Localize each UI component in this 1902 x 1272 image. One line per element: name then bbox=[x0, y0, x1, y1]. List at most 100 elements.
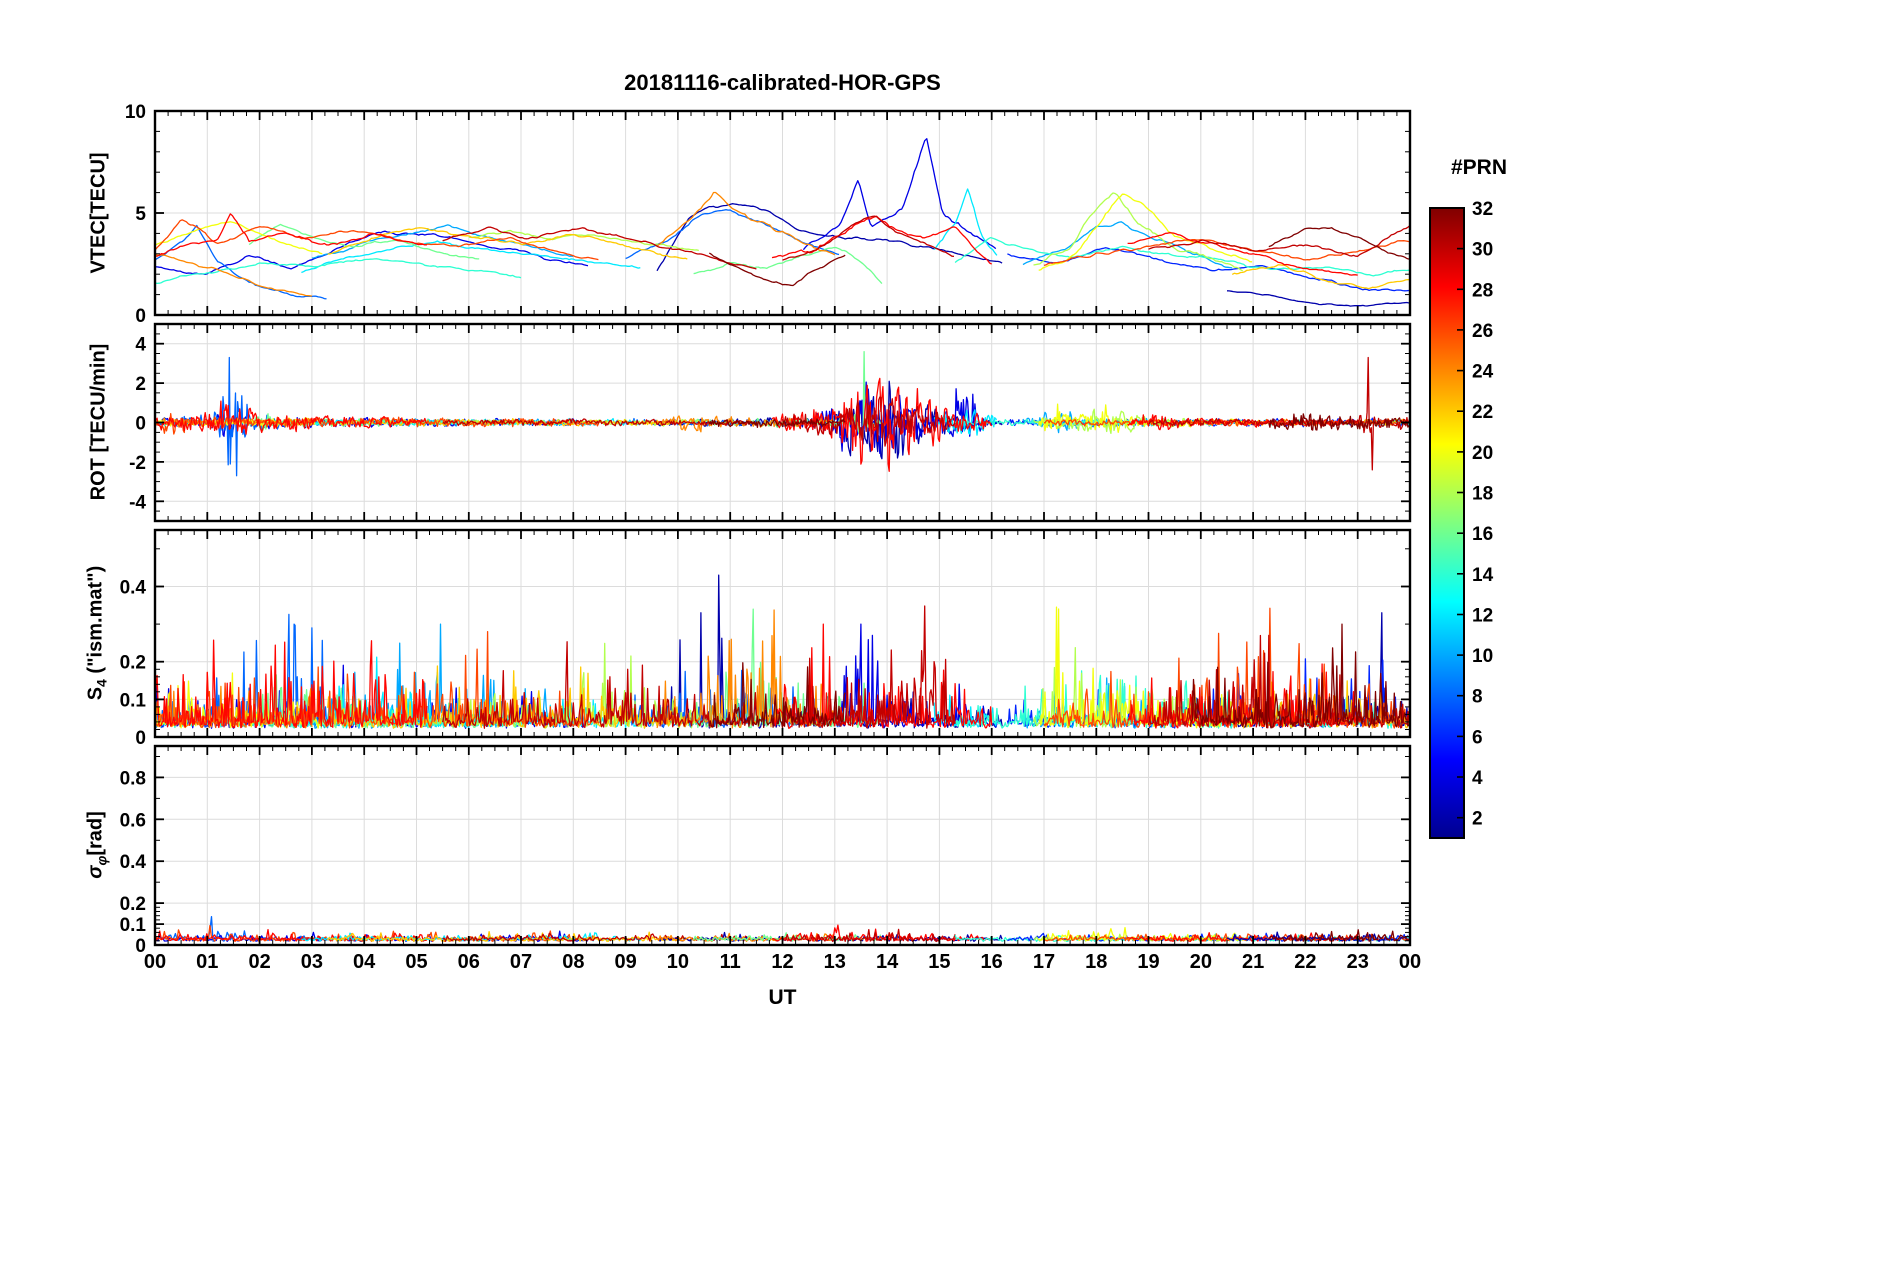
series-prn-14 bbox=[155, 258, 522, 285]
series-prn-24 bbox=[155, 685, 313, 729]
series-prn-2 bbox=[1226, 290, 1410, 307]
series-prn-28 bbox=[155, 400, 428, 435]
series-prn-12 bbox=[301, 240, 641, 274]
series-prn-32 bbox=[708, 662, 846, 729]
colorbar-gradient bbox=[1429, 207, 1465, 839]
series-prn-2 bbox=[656, 203, 1003, 272]
y-axis-label-sigma-phi: σφ[rad] bbox=[85, 811, 110, 879]
x-axis-tick-labels: 00 01 02 03 04 05 06 07 08 09 10 11 12 13 14 15 16 17 18 19… bbox=[0, 951, 1902, 979]
x-tick-label: 00 bbox=[1398, 951, 1422, 973]
colorbar-title: #PRN bbox=[1450, 156, 1508, 179]
y-tick-label: 10 bbox=[125, 102, 146, 123]
x-tick-label: 12 bbox=[771, 951, 794, 973]
colorbar-tick-label: 8 bbox=[1472, 687, 1483, 708]
y-tick-label: 0.4 bbox=[120, 578, 147, 599]
y-tick-label: 4 bbox=[135, 335, 146, 356]
series-prn-32 bbox=[708, 252, 846, 287]
y-tick-label: 0.1 bbox=[120, 915, 147, 936]
series-prn-24 bbox=[155, 253, 312, 297]
series-prn-30 bbox=[1148, 356, 1410, 471]
x-tick-label: 02 bbox=[248, 951, 271, 973]
x-tick-label: 05 bbox=[405, 951, 428, 973]
colorbar-tick-label: 32 bbox=[1472, 199, 1493, 220]
s4-label-post: ("ism.mat") bbox=[84, 565, 107, 680]
series-prn-32 bbox=[1189, 623, 1410, 729]
colorbar-tick-label: 26 bbox=[1472, 321, 1493, 342]
y-tick-label: 0.1 bbox=[120, 690, 147, 711]
x-tick-label: 07 bbox=[509, 951, 533, 973]
x-tick-label: 15 bbox=[928, 951, 951, 973]
colorbar-tick-label: 6 bbox=[1472, 727, 1483, 748]
colorbar-tick-label: 2 bbox=[1472, 809, 1483, 830]
x-axis-label: UT bbox=[768, 986, 797, 1009]
series-prn-16 bbox=[248, 223, 480, 260]
y-tick-label: 0.6 bbox=[120, 810, 146, 831]
series-prn-24 bbox=[656, 191, 836, 256]
y-axis-label-vtec: VTEC[TECU] bbox=[88, 152, 111, 273]
series-prn-28 bbox=[1127, 232, 1358, 276]
x-tick-label: 00 bbox=[143, 951, 167, 973]
y-tick-label: 5 bbox=[135, 204, 146, 225]
series-prn-28 bbox=[155, 639, 428, 729]
x-tick-label: 18 bbox=[1085, 951, 1108, 973]
series-prn-2 bbox=[1226, 931, 1410, 942]
series-prn-22 bbox=[1231, 264, 1410, 290]
y-tick-label: 2 bbox=[135, 374, 146, 395]
series-prn-14 bbox=[954, 236, 1410, 277]
series-prn-30 bbox=[441, 641, 758, 729]
series-prn-28 bbox=[155, 213, 427, 257]
series-prn-28 bbox=[771, 377, 993, 472]
series-prn-30 bbox=[1148, 225, 1410, 257]
s4-label-sub: 4 bbox=[93, 679, 110, 687]
colorbar-tick-label: 10 bbox=[1472, 646, 1493, 667]
s4-label-pre: S bbox=[84, 686, 107, 701]
series-prn-18 bbox=[1033, 192, 1244, 272]
sigma-label-sub: φ bbox=[93, 855, 110, 866]
series-prn-20 bbox=[1038, 193, 1253, 271]
y-tick-label: 0 bbox=[135, 414, 146, 435]
x-tick-label: 13 bbox=[823, 951, 846, 973]
y-tick-label: 0 bbox=[135, 306, 146, 327]
colorbar-tick-label: 22 bbox=[1472, 402, 1493, 423]
colorbar-tick-label: 12 bbox=[1472, 606, 1493, 627]
series-prn-30 bbox=[442, 418, 757, 427]
series-prn-30 bbox=[782, 215, 955, 261]
s4-panel: 0 0.1 0.2 0.4 bbox=[120, 528, 1412, 749]
y-tick-label: -4 bbox=[129, 492, 146, 513]
x-tick-label: 01 bbox=[196, 951, 219, 973]
x-tick-label: 03 bbox=[300, 951, 323, 973]
series-prn-32 bbox=[1268, 413, 1410, 431]
y-tick-label: 0.2 bbox=[120, 653, 146, 674]
series-prn-16 bbox=[693, 246, 883, 285]
y-tick-label: 0 bbox=[135, 936, 146, 957]
colorbar-tick-label: 20 bbox=[1472, 443, 1493, 464]
x-tick-label: 04 bbox=[353, 951, 376, 973]
x-tick-label: 10 bbox=[666, 951, 690, 973]
y-tick-label: 0 bbox=[135, 728, 146, 749]
x-tick-label: 20 bbox=[1189, 951, 1212, 973]
series-prn-18 bbox=[468, 229, 699, 252]
sigma-label-pre: σ bbox=[84, 865, 107, 879]
series-prn-8 bbox=[155, 224, 327, 300]
y-tick-label: 0.8 bbox=[120, 768, 146, 789]
x-tick-label: 21 bbox=[1242, 951, 1265, 973]
vtec-panel: 0 5 10 bbox=[125, 102, 1412, 327]
chart-title: 20181116-calibrated-HOR-GPS bbox=[624, 70, 941, 95]
y-axis-label-rot-text: ROT [TECU/min] bbox=[87, 343, 110, 501]
series-prn-32 bbox=[1268, 929, 1410, 942]
sigma-label-post: [rad] bbox=[84, 811, 107, 856]
x-tick-label: 23 bbox=[1346, 951, 1369, 973]
x-tick-label: 08 bbox=[562, 951, 585, 973]
colorbar-tick-label: 18 bbox=[1472, 484, 1493, 505]
x-tick-label: 09 bbox=[614, 951, 637, 973]
sigma-phi-panel: 00.10.2 0.4 0.6 0.8 bbox=[120, 744, 1412, 957]
y-axis-label-vtec-text: VTEC[TECU] bbox=[87, 152, 110, 274]
series-prn-22 bbox=[327, 227, 688, 260]
series-prn-30 bbox=[782, 928, 956, 943]
series-prn-30 bbox=[442, 226, 757, 270]
y-tick-label: -2 bbox=[129, 453, 146, 474]
series-prn-10 bbox=[1022, 221, 1233, 269]
series-prn-12 bbox=[933, 188, 998, 256]
